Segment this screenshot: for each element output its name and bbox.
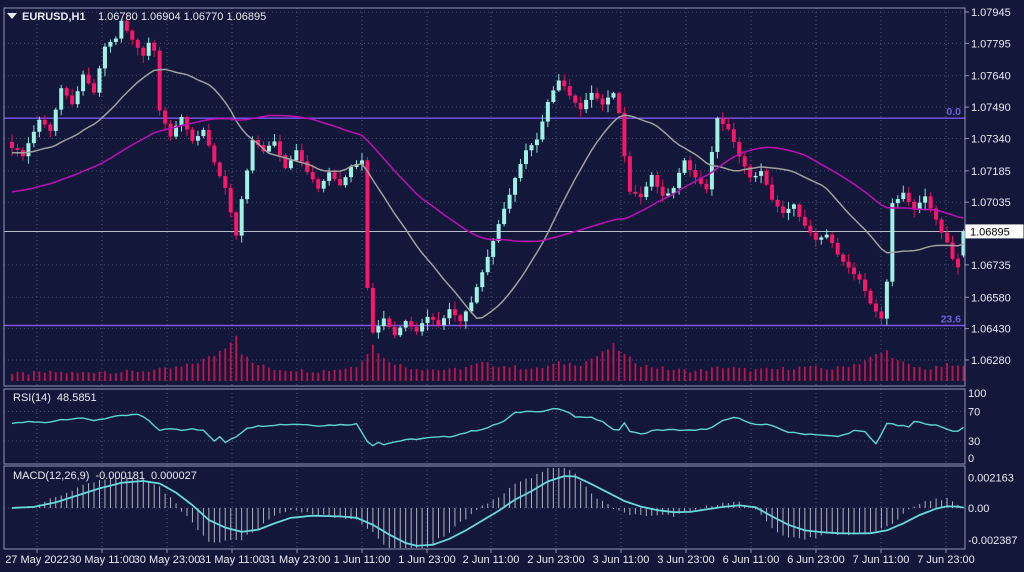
time-axis-label: 3 Jun 11:00 [593,554,650,566]
time-axis-label: 7 Jun 11:00 [853,554,910,566]
price-axis-label: 1.07185 [971,166,1011,178]
rsi-series [11,407,964,447]
time-axis-label: 3 Jun 23:00 [657,554,715,566]
time-axis-label: 30 May 11:00 [69,554,135,566]
macd-panel-frame[interactable] [3,465,966,550]
macd-name: MACD(12,26,9) [13,470,89,482]
fib-level-label: 23.6 [941,314,962,326]
macd-scale-label: 0.002163 [968,473,1014,485]
time-axis-label: 1 Jun 23:00 [398,554,456,566]
price-axis-label: 1.07340 [971,133,1011,145]
macd-value: -0.000181 [95,470,145,482]
rsi-panel-frame[interactable] [3,388,966,465]
rsi-name: RSI(14) [13,392,51,404]
macd-scale-label: 0.00 [968,503,989,515]
main-panel-frame[interactable] [3,7,966,387]
price-axis-label: 1.07795 [971,38,1011,50]
macd-label: MACD(12,26,9) -0.000181 0.000027 [13,470,197,482]
price-axis-label: 1.07945 [971,7,1011,19]
time-axis-label: 2 Jun 11:00 [463,554,520,566]
time-axis-label: 6 Jun 11:00 [723,554,780,566]
time-axis-label: 27 May 2022 [5,554,69,566]
rsi-scale-label: 100 [968,388,986,400]
macd-signal-value: 0.000027 [151,470,197,482]
rsi-scale-label: 0 [968,453,974,465]
axis-labels[interactable]: 1.07945 1.07795 1.07640 1.07490 1.07340 1.071… [5,7,1017,566]
rsi-label: RSI(14) 48.5851 [13,392,97,404]
price-axis-label: 1.06580 [971,292,1011,304]
price-axis-label: 1.06430 [971,324,1011,336]
time-axis-label: 31 May 11:00 [199,554,265,566]
chart-title-symbol: EURUSD,H1 [22,11,86,23]
moving-averages [11,68,964,320]
time-axis-label: 1 Jun 11:00 [334,554,391,566]
time-axis-label: 6 Jun 23:00 [787,554,845,566]
price-axis-label: 1.06280 [971,355,1011,367]
price-axis-label: 1.07640 [971,71,1011,83]
rsi-value: 48.5851 [57,392,97,404]
symbol-dropdown-icon[interactable] [7,13,17,19]
price-axis-label: 1.06735 [971,260,1011,272]
time-axis-label: 30 May 23:00 [134,554,201,566]
price-axis-label: 1.07490 [971,102,1011,114]
time-axis-label: 2 Jun 23:00 [527,554,585,566]
rsi-scale-label: 70 [968,406,980,418]
macd-scale-label: -0.002387 [968,535,1018,547]
time-axis-label: 7 Jun 23:00 [917,554,975,566]
fib-level-label: 0.0 [946,106,961,118]
macd-series [11,468,964,548]
current-price-box [965,224,1024,239]
time-axis-label: 31 May 23:00 [264,554,331,566]
current-price-tag: 1.06895 [965,224,1024,239]
rsi-scale-label: 30 [968,436,980,448]
chart-title-ohlc: 1.06780 1.06904 1.06770 1.06895 [98,11,266,23]
volume-series [11,335,965,381]
current-price-text: 1.06895 [970,226,1010,238]
price-axis-label: 1.07035 [971,197,1011,209]
